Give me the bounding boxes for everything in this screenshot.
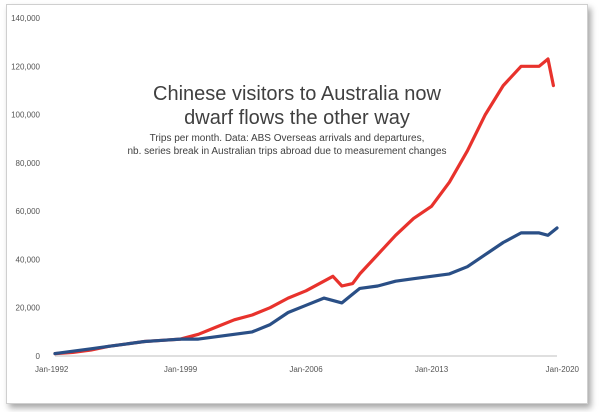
x-tick-label: Jan-1999 — [164, 365, 198, 374]
x-tick-label: Jan-2013 — [415, 365, 449, 374]
chart-title-line-1: Chinese visitors to Australia now — [153, 83, 441, 105]
y-tick-label: 140,000 — [11, 14, 40, 23]
y-tick-label: 80,000 — [16, 159, 41, 168]
x-tick-label: Jan-2006 — [289, 365, 323, 374]
y-tick-label: 60,000 — [16, 207, 41, 216]
chart-subtitle-line-1: Trips per month. Data: ABS Overseas arri… — [150, 133, 425, 144]
chart-title-line-2: dwarf flows the other way — [184, 107, 410, 129]
y-tick-label: 100,000 — [11, 111, 40, 120]
y-tick-label: 40,000 — [16, 255, 41, 264]
series-line-blue — [53, 226, 559, 356]
y-tick-label: 20,000 — [16, 304, 41, 313]
x-axis-ticks: Jan-1992 Jan-1999 Jan-2006 Jan-2013 Jan-2020 — [35, 365, 580, 374]
chart-subtitle-line-2: nb. series break in Australian trips abr… — [127, 146, 446, 157]
chart-card: 0 20,000 40,000 60,000 80,000 100,000 120,000 1… — [6, 4, 588, 404]
series-layer — [53, 57, 559, 356]
y-axis-ticks: 0 20,000 40,000 60,000 80,000 100,000 120,000 1… — [11, 14, 40, 361]
line-chart: 0 20,000 40,000 60,000 80,000 100,000 120,000 1… — [11, 14, 580, 374]
x-tick-label: Jan-2020 — [546, 365, 580, 374]
y-tick-label: 0 — [36, 352, 41, 361]
y-tick-label: 120,000 — [11, 62, 40, 71]
x-tick-label: Jan-1992 — [35, 365, 69, 374]
